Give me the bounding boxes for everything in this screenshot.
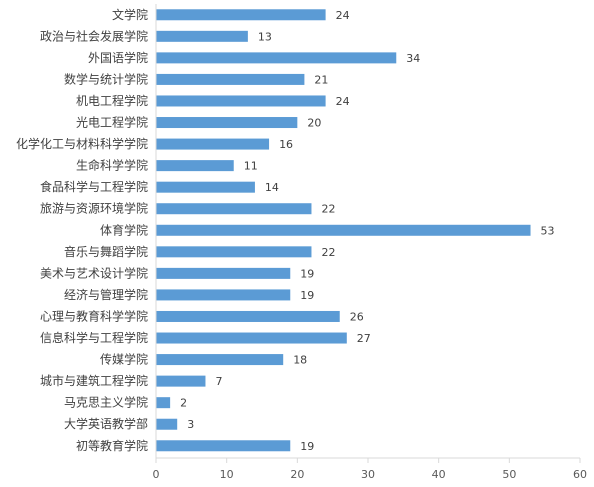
category-label: 旅游与资源环境学院 <box>40 201 148 216</box>
bar <box>156 418 178 430</box>
category-label: 马克思主义学院 <box>64 395 148 410</box>
bar <box>156 9 326 21</box>
data-label: 16 <box>279 138 293 151</box>
category-label: 心理与教育科学学院 <box>40 308 148 323</box>
bar <box>156 354 284 366</box>
x-tick-label: 0 <box>153 468 160 481</box>
data-label: 24 <box>336 9 350 22</box>
category-label: 数学与统计学院 <box>64 71 148 86</box>
category-label: 文学院 <box>112 7 148 22</box>
bar <box>156 224 531 236</box>
data-label: 19 <box>300 440 314 453</box>
data-label: 3 <box>187 418 194 431</box>
bar <box>156 375 206 387</box>
data-label: 27 <box>357 332 371 345</box>
bar <box>156 246 312 258</box>
bar <box>156 181 255 193</box>
category-label: 食品科学与工程学院 <box>40 179 148 194</box>
bar <box>156 117 298 129</box>
category-label: 化学化工与材料科学学院 <box>16 136 148 151</box>
bar <box>156 95 326 107</box>
category-label: 体育学院 <box>100 222 148 237</box>
bar <box>156 310 340 322</box>
x-tick-label: 10 <box>220 468 234 481</box>
data-label: 19 <box>300 267 314 280</box>
data-label: 26 <box>350 310 364 323</box>
data-labels: 24 13 34 21 24 20 16 11 14 22 53 22 19 19 26 27 18 7 23 19 <box>180 9 554 453</box>
data-label: 13 <box>258 30 272 43</box>
bar <box>156 267 291 279</box>
x-tick-label: 50 <box>502 468 516 481</box>
x-tick-label: 40 <box>432 468 446 481</box>
category-labels: 文学院政治与社会发展学院外国语学院数学与统计学院机电工程学院光电工程学院化学化工… <box>16 7 148 453</box>
category-label: 美术与艺术设计学院 <box>40 265 148 280</box>
bars <box>156 9 531 452</box>
data-label: 11 <box>244 160 258 173</box>
bar <box>156 52 397 64</box>
data-label: 19 <box>300 289 314 302</box>
data-label: 18 <box>293 354 307 367</box>
bar <box>156 397 171 409</box>
x-tick-label: 60 <box>573 468 587 481</box>
x-tick-label: 20 <box>290 468 304 481</box>
category-label: 光电工程学院 <box>76 115 148 130</box>
bar <box>156 160 234 172</box>
category-label: 经济与管理学院 <box>64 287 148 302</box>
data-label: 20 <box>307 117 321 130</box>
data-label: 7 <box>215 375 222 388</box>
data-label: 2 <box>180 397 187 410</box>
bar <box>156 138 270 150</box>
data-label: 34 <box>406 52 420 65</box>
bar <box>156 440 291 452</box>
bar <box>156 332 347 344</box>
bar <box>156 203 312 215</box>
bar <box>156 30 248 42</box>
data-label: 53 <box>541 224 555 237</box>
x-tick-label: 30 <box>361 468 375 481</box>
data-label: 24 <box>336 95 350 108</box>
data-label: 21 <box>314 73 328 86</box>
category-label: 城市与建筑工程学院 <box>40 373 148 388</box>
category-label: 政治与社会发展学院 <box>40 28 148 43</box>
data-label: 14 <box>265 181 279 194</box>
category-label: 音乐与舞蹈学院 <box>64 244 148 259</box>
data-label: 22 <box>321 203 335 216</box>
category-label: 初等教育学院 <box>76 438 148 453</box>
category-label: 生命科学学院 <box>76 158 148 173</box>
category-label: 信息科学与工程学院 <box>40 330 148 345</box>
category-label: 传媒学院 <box>100 352 148 367</box>
category-label: 机电工程学院 <box>76 93 148 108</box>
category-label: 大学英语教学部 <box>64 416 148 431</box>
category-label: 外国语学院 <box>88 50 148 65</box>
bar <box>156 73 305 85</box>
data-label: 22 <box>321 246 335 259</box>
x-axis-ticks: 0 10 20 30 40 50 60 <box>153 458 587 481</box>
bar <box>156 289 291 301</box>
